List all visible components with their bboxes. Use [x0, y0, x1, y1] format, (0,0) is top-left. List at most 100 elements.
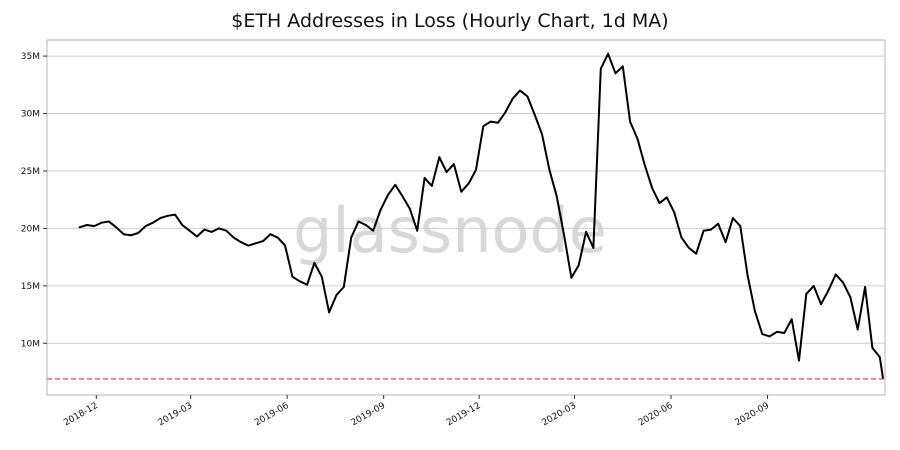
chart-title: $ETH Addresses in Loss (Hourly Chart, 1d…: [231, 10, 669, 32]
data-point: [643, 164, 646, 167]
data-point: [541, 133, 543, 136]
data-point: [842, 281, 844, 284]
data-point: [306, 283, 308, 286]
data-point: [130, 234, 132, 237]
data-point: [152, 221, 154, 224]
data-point: [328, 311, 330, 314]
data-point: [291, 275, 294, 278]
data-point: [144, 225, 147, 228]
data-point: [761, 333, 764, 335]
data-point: [218, 227, 220, 230]
data-point: [320, 275, 323, 278]
data-point: [438, 156, 441, 159]
data-point: [115, 226, 118, 229]
data-point: [357, 220, 360, 223]
x-tick-label: 2019-03: [157, 401, 195, 428]
data-point: [203, 228, 206, 231]
data-point: [577, 264, 580, 267]
data-point: [882, 376, 884, 379]
data-point: [790, 318, 793, 321]
data-point: [754, 310, 756, 312]
data-point: [834, 273, 837, 276]
y-tick-label: 25M: [21, 167, 40, 177]
x-axis: 2018-12 2019-03 2019-06 2019-09 2019-12 2020-…: [62, 395, 771, 428]
data-point: [137, 232, 140, 234]
data-point: [372, 229, 375, 232]
y-tick-label: 10M: [21, 339, 40, 349]
data-point: [651, 187, 654, 190]
data-point: [460, 190, 463, 193]
data-point: [732, 217, 734, 220]
data-point: [607, 52, 609, 55]
x-tick-label: 2020-06: [637, 401, 675, 429]
data-point: [599, 67, 602, 70]
data-point: [856, 328, 859, 331]
data-point: [196, 235, 198, 238]
data-point: [864, 286, 866, 288]
data-point: [812, 285, 815, 287]
data-point: [467, 182, 470, 185]
data-point: [108, 220, 110, 223]
x-tick-label: 2020-09: [733, 401, 771, 429]
plot-frame: [46, 39, 886, 396]
data-point: [673, 211, 676, 214]
data-point: [776, 330, 778, 333]
data-point: [621, 65, 624, 68]
data-point: [658, 202, 661, 205]
data-point: [585, 231, 587, 233]
data-point: [482, 125, 485, 128]
x-tick-label: 2018-12: [62, 401, 100, 428]
x-tick-label: 2020-03: [540, 401, 578, 428]
data-point: [342, 286, 345, 288]
data-point: [254, 242, 257, 245]
data-point: [739, 225, 742, 228]
data-point: [695, 252, 698, 255]
data-point: [878, 356, 881, 358]
data-point: [533, 113, 536, 116]
data-point: [188, 229, 191, 232]
data-point: [276, 236, 279, 239]
data-point: [497, 121, 499, 124]
x-tick-label: 2019-09: [350, 401, 388, 429]
y-tick-label: 30M: [21, 110, 40, 120]
data-point: [247, 244, 250, 247]
data-point: [401, 195, 404, 198]
data-point: [688, 247, 690, 249]
data-point: [526, 95, 529, 98]
data-point: [871, 347, 874, 349]
data-point: [379, 209, 382, 211]
data-point: [269, 233, 272, 236]
data-point: [702, 229, 705, 232]
data-point: [387, 194, 389, 197]
data-point: [519, 89, 521, 92]
y-tick-label: 20M: [21, 224, 40, 234]
data-point: [364, 224, 367, 226]
data-point: [592, 247, 595, 249]
data-point: [262, 240, 264, 243]
y-axis: 10M 15M 20M 25M 30M 35M: [21, 52, 47, 349]
data-point: [122, 233, 125, 236]
data-point: [680, 236, 683, 239]
data-point: [783, 332, 786, 334]
grid-lines: [47, 55, 885, 344]
x-tick-label: 2019-12: [445, 401, 483, 428]
data-point: [93, 225, 96, 228]
data-point: [240, 241, 242, 244]
data-point: [86, 224, 88, 226]
data-point: [423, 177, 426, 179]
data-point: [614, 72, 617, 75]
data-point: [665, 196, 668, 199]
data-point: [232, 236, 235, 239]
data-point: [100, 221, 103, 224]
x-tick-label: 2019-06: [253, 401, 291, 429]
data-point: [798, 359, 800, 362]
data-point: [78, 226, 81, 229]
data-point: [313, 262, 316, 264]
data-point: [805, 293, 808, 295]
data-point: [717, 222, 720, 225]
data-point: [849, 296, 852, 299]
data-point: [284, 244, 286, 247]
data-point: [710, 228, 712, 231]
y-tick-label: 15M: [21, 282, 40, 292]
